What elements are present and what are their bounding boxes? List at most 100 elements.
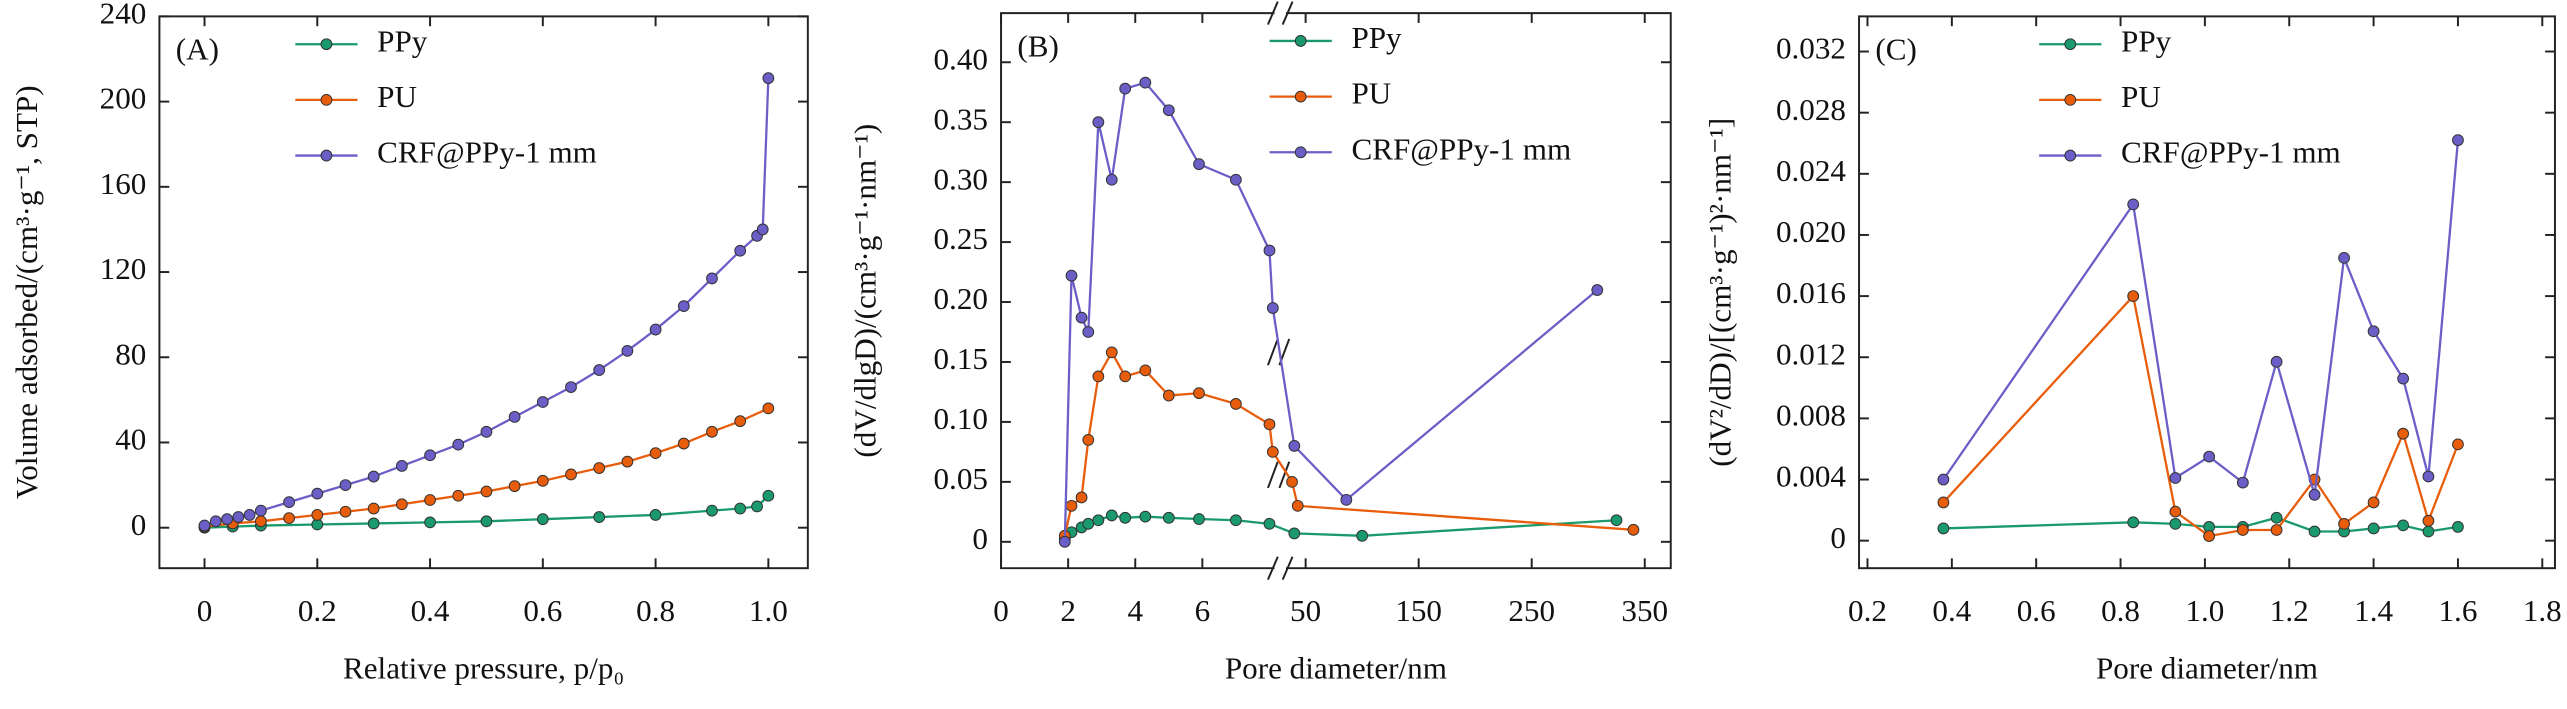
data-point — [2308, 488, 2321, 501]
legend-label: PPy — [1351, 20, 1402, 55]
x-tick-label: 1.8 — [2523, 593, 2562, 628]
data-point — [621, 455, 634, 468]
x-tick-label: 1.0 — [2185, 593, 2224, 628]
data-point — [565, 381, 577, 393]
data-point — [198, 519, 211, 532]
panel-label: (B) — [1017, 28, 1058, 63]
x-tick-label: 250 — [1508, 593, 1555, 628]
x-axis-label: Pore diameter/nm — [2096, 650, 2318, 685]
data-point — [480, 515, 493, 528]
y-tick-label: 0 — [131, 507, 147, 542]
data-point — [649, 323, 662, 336]
y-tick-label: 0.05 — [933, 461, 987, 496]
data-point — [2203, 450, 2216, 463]
data-point — [311, 487, 324, 500]
legend-marker — [2064, 149, 2077, 162]
x-tick-label: 0.8 — [636, 593, 675, 628]
x-tick-label: 150 — [1395, 593, 1442, 628]
data-point — [536, 474, 549, 487]
data-point — [1356, 529, 1369, 542]
data-point — [1193, 158, 1205, 171]
axis-break — [1267, 1, 1294, 25]
legend-label: CRF@PPy-1 mm — [377, 135, 597, 170]
data-point — [424, 516, 436, 529]
legend-label: PPy — [377, 23, 428, 58]
data-point — [1105, 346, 1118, 359]
data-point — [1065, 269, 1078, 282]
data-point — [1230, 173, 1242, 186]
data-point — [2452, 134, 2464, 147]
legend-marker — [320, 38, 333, 51]
legend-label: CRF@PPy-1 mm — [2121, 135, 2341, 170]
data-point — [2367, 522, 2380, 535]
x-tick-label: 0.2 — [1848, 593, 1887, 628]
data-point — [367, 502, 380, 515]
data-point — [1119, 370, 1132, 383]
data-point — [1291, 499, 1304, 512]
data-point — [2422, 470, 2435, 483]
data-point — [1610, 514, 1623, 527]
legend-label: CRF@PPy-1 mm — [1351, 131, 1571, 166]
x-tick-label: 50 — [1290, 593, 1321, 628]
axis-break — [1267, 461, 1291, 489]
y-tick-label: 0.032 — [1776, 31, 1846, 66]
data-point — [2422, 514, 2435, 527]
data-point — [2397, 372, 2410, 385]
data-point — [706, 272, 718, 285]
legend-marker — [320, 93, 333, 106]
panel: 0 2 4 6 50 150 250 350 0 0.05 0.10 0.15 0.20 0.25 0.30… — [848, 1, 1672, 685]
data-point — [2270, 355, 2283, 368]
data-point — [339, 505, 352, 518]
data-point — [762, 489, 775, 502]
y-tick-label: 0.10 — [933, 401, 987, 436]
data-point — [593, 511, 606, 523]
data-point — [1266, 445, 1279, 458]
data-point — [1082, 434, 1095, 446]
y-tick-label: 0.25 — [933, 221, 987, 256]
data-point — [1230, 398, 1242, 410]
data-point — [1075, 491, 1088, 504]
data-point — [221, 513, 233, 526]
data-point — [706, 504, 718, 517]
x-tick-label: 1.2 — [2270, 593, 2309, 628]
legend-marker — [2064, 93, 2077, 106]
data-point — [1082, 326, 1095, 338]
data-point — [311, 509, 324, 521]
data-point — [1162, 511, 1175, 524]
data-point — [2127, 290, 2140, 302]
data-point — [2270, 524, 2283, 536]
data-point — [424, 494, 436, 506]
series-line — [1942, 293, 2460, 538]
y-tick-label: 0 — [972, 521, 988, 556]
data-point — [1092, 514, 1105, 527]
y-tick-label: 40 — [115, 422, 146, 457]
y-tick-label: 240 — [100, 0, 147, 31]
data-point — [1230, 514, 1242, 527]
data-point — [1075, 311, 1088, 324]
panel: 0 0.2 0.4 0.6 0.8 1.0 0 40 80 120 160 200 240 Relativ… — [9, 0, 809, 685]
data-point — [621, 344, 634, 357]
data-point — [367, 517, 380, 530]
data-point — [2452, 438, 2464, 451]
y-tick-label: 0.15 — [933, 341, 987, 376]
data-point — [1082, 517, 1095, 530]
data-point — [209, 515, 222, 528]
y-tick-label: 0.20 — [933, 281, 987, 316]
data-point — [649, 509, 662, 521]
data-point — [762, 402, 775, 415]
data-point — [565, 468, 577, 481]
data-point — [452, 438, 465, 451]
data-point — [2236, 476, 2249, 489]
data-point — [1263, 517, 1276, 530]
y-tick-label: 0.016 — [1776, 275, 1846, 310]
data-point — [1591, 284, 1604, 296]
axis-frame — [1000, 12, 1672, 570]
data-point — [1139, 76, 1152, 89]
data-point — [536, 396, 549, 408]
data-point — [367, 470, 380, 483]
data-point — [1263, 418, 1276, 431]
data-point — [1058, 535, 1071, 548]
legend-marker — [2064, 38, 2077, 51]
data-point — [677, 300, 690, 313]
